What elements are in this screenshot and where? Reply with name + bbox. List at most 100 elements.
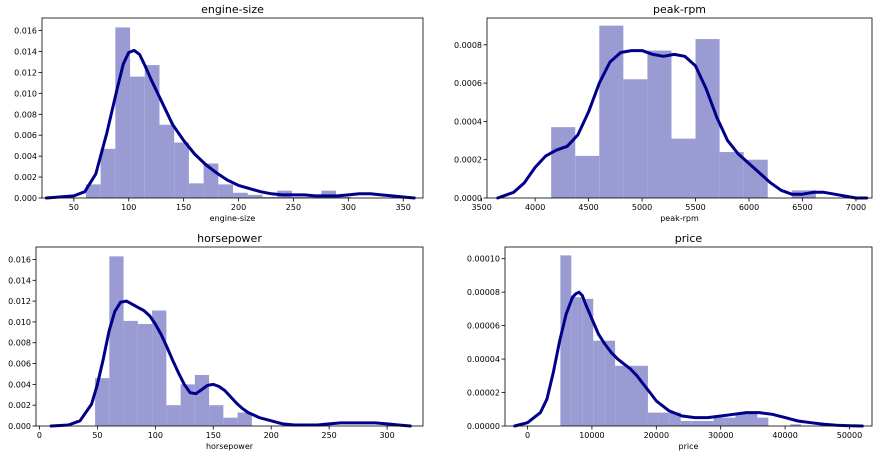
y-tick-label: 0.0000 (454, 194, 482, 203)
subplot-title: price (675, 232, 703, 245)
kde-line (49, 299, 412, 428)
hist-bar (188, 183, 204, 198)
hist-bar (743, 159, 768, 198)
y-tick-label: 0.00010 (467, 255, 500, 264)
hist-bar (166, 405, 181, 426)
hist-bar (582, 298, 594, 426)
hist-bar (615, 365, 627, 426)
axes-frame (41, 17, 424, 199)
hist-bar (180, 384, 195, 426)
x-axis-label: horsepower (206, 442, 254, 451)
hist-bar (237, 412, 252, 426)
subplot-title: peak-rpm (653, 3, 706, 16)
hist-bar (247, 194, 263, 198)
hist-bar (152, 310, 167, 426)
hist-bar (159, 124, 175, 198)
hist-bar (560, 255, 572, 426)
x-axis-label: engine-size (210, 214, 256, 223)
hist-bar (575, 155, 600, 198)
hist-bar (691, 420, 703, 426)
hist-bar (233, 192, 248, 198)
y-tick-label: 0.016 (14, 27, 37, 36)
hist-bar (262, 196, 278, 198)
x-tick-label: 100 (148, 431, 163, 440)
hist-bar (724, 417, 736, 426)
hist-bar (291, 196, 307, 198)
hist-bar (115, 27, 131, 198)
x-tick-label: 5000 (632, 203, 652, 212)
y-tick-label: 0.006 (8, 360, 31, 369)
x-tick-label: 3500 (471, 203, 491, 212)
y-tick-label: 0.012 (14, 68, 37, 77)
subplot-1: 50 100 150 200 250 300 350 0.000 0.002 0.004 0.006… (14, 3, 424, 223)
y-tick-label: 0.002 (8, 401, 31, 410)
y-tick-label: 0.016 (8, 255, 31, 264)
hist-bar (218, 184, 234, 198)
hist-bar (669, 412, 681, 426)
hist-bar (223, 417, 238, 426)
hist-bar (757, 417, 769, 426)
x-tick-label: 300 (379, 431, 394, 440)
hist-bar (130, 76, 145, 198)
kde-line (513, 290, 864, 428)
x-tick-label: 200 (264, 431, 279, 440)
subplot-title: engine-size (201, 3, 264, 16)
hist-bar (790, 424, 802, 426)
hist-bar (702, 420, 714, 426)
x-tick-label: 5500 (685, 203, 705, 212)
hist-bar (144, 65, 160, 199)
x-tick-label: 100 (121, 203, 136, 212)
x-tick-label: 0 (525, 431, 530, 440)
hist-bar (604, 340, 616, 426)
x-tick-label: 50 (92, 431, 102, 440)
hist-bar (209, 405, 224, 426)
x-tick-label: 350 (396, 203, 411, 212)
kde-line (44, 48, 416, 200)
hist-bar (746, 412, 758, 426)
axes-frame (35, 246, 424, 427)
subplot-3: 0 50 100 150 200 250 300 0.000 0.002 0.004 0.006 0.… (8, 232, 424, 451)
y-tick-label: 0.0004 (454, 117, 482, 126)
y-tick-label: 0.00006 (467, 322, 500, 331)
y-tick-label: 0.012 (8, 297, 31, 306)
hist-bar (336, 196, 351, 198)
y-tick-label: 0.010 (8, 318, 31, 327)
subplot-4: 0 10000 20000 30000 40000 50000 0.00000 0.00002… (467, 232, 873, 451)
y-tick-label: 0.00008 (467, 288, 500, 297)
x-tick-label: 250 (286, 203, 301, 212)
y-tick-label: 0.008 (8, 339, 31, 348)
hist-bar (647, 412, 659, 426)
x-tick-label: 6000 (739, 203, 759, 212)
y-tick-label: 0.006 (14, 131, 37, 140)
x-tick-label: 250 (322, 431, 337, 440)
hist-bar (623, 79, 648, 198)
x-tick-label: 4500 (578, 203, 598, 212)
hist-bar (719, 152, 744, 198)
y-tick-label: 0.008 (14, 110, 37, 119)
hist-bar (95, 378, 110, 426)
hist-bar (680, 420, 692, 426)
hist-bar (551, 127, 576, 198)
hist-bar (647, 50, 672, 198)
x-tick-label: 40000 (772, 431, 797, 440)
y-tick-label: 0.014 (8, 276, 31, 285)
x-tick-label: 300 (341, 203, 356, 212)
y-tick-label: 0.014 (14, 47, 37, 56)
x-tick-label: 150 (206, 431, 221, 440)
subplot-title: horsepower (197, 232, 262, 245)
x-tick-label: 0 (37, 431, 42, 440)
hist-bar (636, 365, 648, 426)
y-tick-label: 0.0008 (454, 41, 482, 50)
hist-bar (695, 39, 720, 199)
hist-bar (100, 148, 116, 198)
hist-bar (123, 320, 138, 426)
y-tick-label: 0.0006 (454, 79, 482, 88)
subplot-2: 3500 4000 4500 5000 5500 6000 6500 7000 0.0000 0.… (454, 3, 873, 223)
y-tick-label: 0.0002 (454, 156, 482, 165)
hist-bar (671, 138, 696, 198)
x-tick-label: 30000 (708, 431, 733, 440)
hist-bar (571, 297, 583, 426)
x-tick-label: 4000 (525, 203, 545, 212)
hist-bar (109, 256, 124, 426)
hist-bar (321, 190, 337, 198)
